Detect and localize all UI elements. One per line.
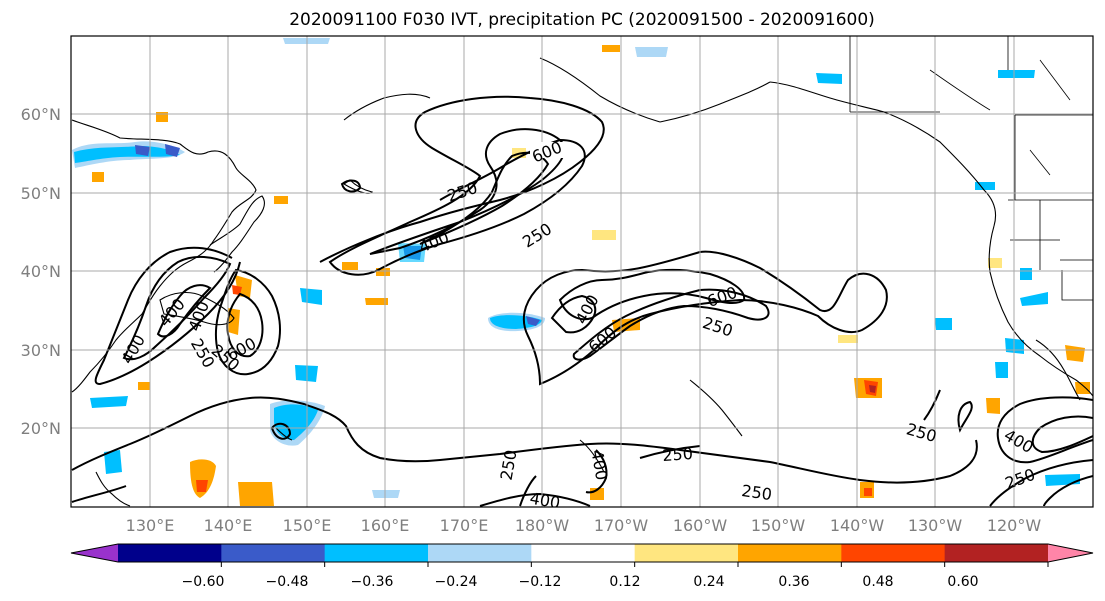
latitude-labels: 60°N 50°N 40°N 30°N 20°N [21,105,61,438]
lon-label: 170°E [440,516,489,535]
contour-label: 400 [528,489,561,513]
lon-label: 170°W [594,516,649,535]
longitude-labels: 130°E 140°E 150°E 160°E 170°E 180°W 170°… [126,516,1042,535]
colorbar-segment [738,544,842,562]
lon-label: 160°E [361,516,410,535]
colorbar-tick-labels: −0.60 −0.48 −0.36 −0.24 −0.12 0.12 0.24 … [182,574,979,590]
colorbar-tick-label: 0.24 [693,574,724,590]
lat-label: 30°N [21,341,61,360]
contour-label: 250 [740,481,773,504]
colorbar-tick-label: −0.48 [266,574,309,590]
figure-title: 2020091100 F030 IVT, precipitation PC (2… [289,10,875,30]
lon-label: 180°W [515,516,570,535]
lat-label: 40°N [21,262,61,281]
colorbar-segment [841,544,946,562]
colorbar-tick-label: −0.36 [351,574,394,590]
lon-label: 130°E [126,516,175,535]
colorbar-segment [531,544,636,562]
lon-label: 150°W [751,516,806,535]
lat-label: 20°N [21,419,61,438]
ivt-contours [71,95,1093,507]
contour-labels: 600 250 400 250 600 400 250 600 400 400 … [117,137,1037,513]
colorbar: −0.60 −0.48 −0.36 −0.24 −0.12 0.12 0.24 … [70,543,1094,590]
colorbar-segment [324,544,429,562]
map-frame [70,35,1094,508]
lon-label: 120°W [987,516,1042,535]
colorbar-tick-label: 0.36 [778,574,809,590]
colorbar-tick-label: 0.60 [947,574,978,590]
lon-label: 160°W [673,516,728,535]
colorbar-segment [634,544,739,562]
lon-label: 150°E [283,516,332,535]
colorbar-tick-label: −0.24 [435,574,478,590]
colorbar-tick-label: 0.48 [862,574,893,590]
contour-label: 250 [662,444,694,465]
graticule [71,36,1093,507]
lat-label: 60°N [21,105,61,124]
colorbar-tick-label: −0.60 [182,574,225,590]
colorbar-tick-label: 0.12 [609,574,640,590]
colorbar-segments [71,544,1093,562]
colorbar-segment [1048,544,1093,562]
colorbar-segment [71,544,118,562]
lon-label: 140°W [830,516,885,535]
lon-label: 140°E [204,516,253,535]
colorbar-segment [221,544,326,562]
political-borders [849,36,1093,301]
colorbar-ticks [220,562,1049,567]
colorbar-segment [944,544,1049,562]
coastlines [71,57,1093,507]
colorbar-tick-label: −0.12 [519,574,562,590]
lon-label: 130°W [908,516,963,535]
lat-label: 50°N [21,184,61,203]
colorbar-segment [118,544,222,562]
colorbar-segment [428,544,532,562]
